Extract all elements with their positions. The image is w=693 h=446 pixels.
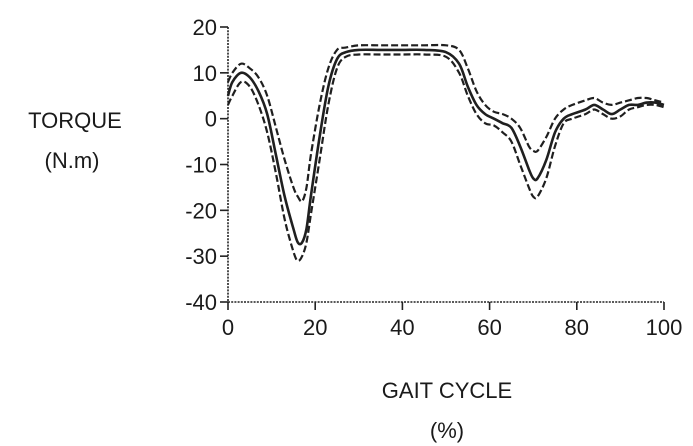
x-tick-label: 0 [222,315,234,340]
x-tick-label: 100 [646,315,683,340]
x-tick-label: 20 [303,315,327,340]
x-axis-unit: (%) [430,418,464,443]
chart-series [226,43,665,262]
series-line-mean [226,48,665,246]
y-tick-label: 0 [205,107,217,132]
y-tick-label: 10 [193,61,217,86]
series-line-band-lower [226,53,665,262]
x-tick-label: 40 [390,315,414,340]
y-tick-label: -30 [185,244,217,269]
y-tick-label: -10 [185,153,217,178]
y-tick-label: -40 [185,290,217,315]
y-tick-label: 20 [193,15,217,40]
x-tick-label: 60 [477,315,501,340]
chart-axes [227,27,664,303]
x-axis-label: GAIT CYCLE [382,378,512,403]
y-axis-label: TORQUE [28,108,122,133]
y-tick-label: -20 [185,198,217,223]
series-line-band-upper [226,43,665,203]
y-axis-unit: (N.m) [45,148,100,173]
x-tick-label: 80 [565,315,589,340]
